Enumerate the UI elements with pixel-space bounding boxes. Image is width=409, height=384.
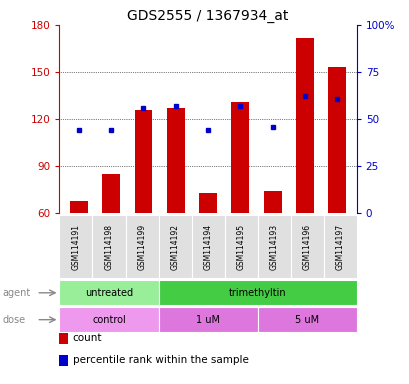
Bar [257, 307, 356, 332]
Text: GSM114194: GSM114194 [203, 223, 212, 270]
Text: trimethyltin: trimethyltin [228, 288, 286, 298]
Bar [263, 191, 281, 213]
Bar [59, 307, 158, 332]
Text: GSM114198: GSM114198 [104, 224, 113, 270]
Bar [70, 200, 88, 213]
Bar [166, 108, 184, 213]
Text: GSM114191: GSM114191 [71, 224, 80, 270]
Text: GSM114195: GSM114195 [236, 223, 245, 270]
Text: GSM114192: GSM114192 [170, 224, 179, 270]
Bar [92, 215, 125, 278]
Bar [125, 215, 158, 278]
Text: GSM114199: GSM114199 [137, 223, 146, 270]
Bar [257, 215, 290, 278]
Text: percentile rank within the sample: percentile rank within the sample [72, 355, 248, 365]
Bar [102, 174, 120, 213]
Text: GSM114196: GSM114196 [302, 223, 311, 270]
Text: untreated: untreated [85, 288, 133, 298]
Text: dose: dose [2, 314, 25, 325]
Bar [290, 215, 323, 278]
Text: count: count [72, 333, 102, 343]
Text: 1 uM: 1 uM [196, 314, 220, 325]
Bar [191, 215, 224, 278]
Bar [328, 67, 345, 213]
Bar [134, 110, 152, 213]
Bar [199, 193, 216, 213]
Bar [231, 102, 249, 213]
Bar [158, 307, 257, 332]
Bar [59, 280, 158, 305]
Text: GSM114197: GSM114197 [335, 223, 344, 270]
Text: agent: agent [2, 288, 30, 298]
Bar [295, 38, 313, 213]
Text: 5 uM: 5 uM [294, 314, 319, 325]
Bar [59, 215, 92, 278]
Bar [323, 215, 356, 278]
Bar [158, 280, 356, 305]
Text: GSM114193: GSM114193 [269, 223, 278, 270]
Bar [158, 215, 191, 278]
Text: control: control [92, 314, 126, 325]
Bar [224, 215, 257, 278]
Title: GDS2555 / 1367934_at: GDS2555 / 1367934_at [127, 8, 288, 23]
